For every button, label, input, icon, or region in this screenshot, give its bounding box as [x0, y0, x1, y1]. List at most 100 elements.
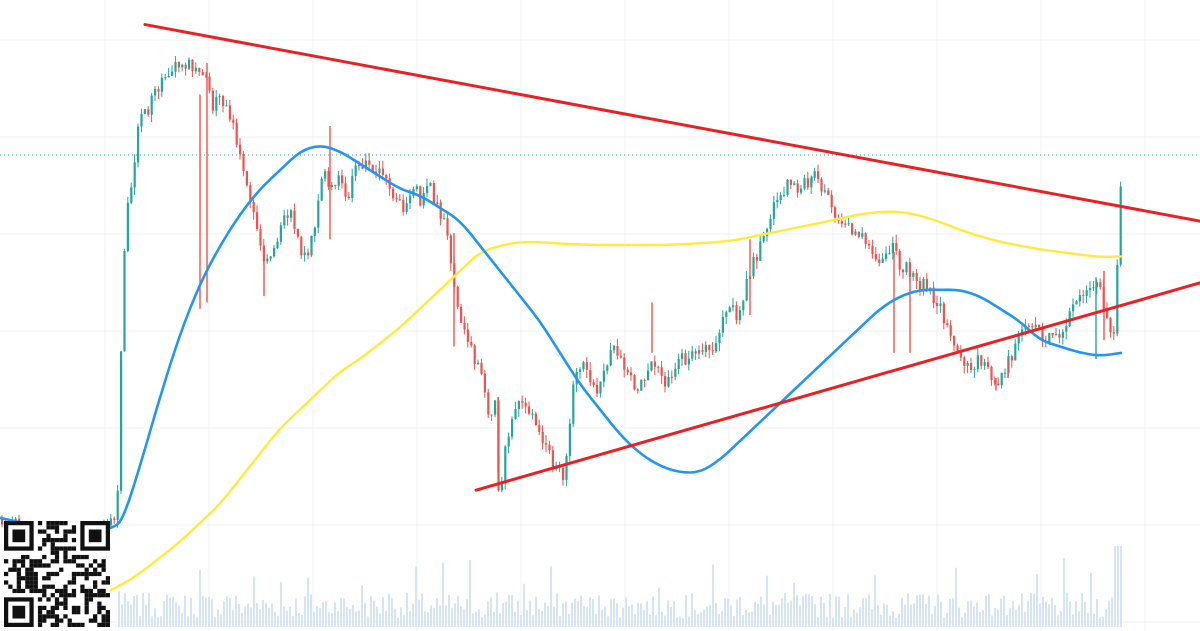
qr-module: [50, 593, 55, 598]
candle-up: [813, 171, 816, 178]
qr-module: [71, 610, 77, 615]
qr-module: [71, 529, 77, 534]
candle-up: [599, 381, 602, 394]
candle-up: [133, 162, 136, 188]
candle-up: [922, 278, 925, 290]
volume-bar: [811, 596, 813, 627]
qr-module: [37, 559, 43, 564]
qr-module: [42, 537, 47, 543]
volume-bar: [613, 598, 615, 627]
volume-bar: [469, 559, 471, 627]
volume-bar: [481, 616, 483, 627]
volume-bar: [568, 613, 570, 627]
candle-up: [126, 202, 129, 251]
volume-bar: [652, 596, 654, 627]
volume-bar: [217, 609, 219, 627]
qr-module: [76, 610, 81, 615]
candle-up: [1116, 264, 1119, 334]
candle-down: [1058, 334, 1061, 338]
qr-module: [59, 601, 64, 606]
qr-module: [71, 546, 77, 551]
volume-bar: [124, 593, 126, 627]
candle-down: [177, 61, 180, 68]
volume-bar: [421, 593, 423, 627]
candle-up: [310, 235, 313, 256]
qr-module: [46, 525, 51, 530]
qr-module: [59, 567, 64, 572]
ma-fast-line: [0, 145, 1123, 532]
volume-bar: [655, 615, 657, 627]
volume-bar: [538, 609, 540, 627]
volume-bar: [223, 601, 225, 627]
qr-module: [29, 580, 34, 585]
qr-module: [12, 563, 17, 568]
volume-bar: [1027, 600, 1029, 627]
candle-down: [1010, 356, 1013, 361]
candle-up: [582, 362, 585, 370]
candle-up: [266, 258, 269, 262]
candle-down: [211, 90, 214, 111]
volume-bar: [358, 610, 360, 627]
volume-bar: [643, 610, 645, 627]
volume-bar: [430, 605, 432, 627]
qr-module: [54, 546, 60, 551]
candle-up: [647, 370, 650, 381]
candle-up: [531, 413, 534, 415]
volume-bar: [502, 602, 504, 627]
qr-module: [25, 567, 30, 572]
candle-down: [834, 207, 837, 218]
volume-bar: [190, 597, 192, 627]
candle-up: [1078, 295, 1081, 302]
qr-module: [101, 614, 106, 619]
volume-bar: [172, 596, 174, 627]
candle-up: [650, 361, 653, 371]
volume-bar: [874, 575, 876, 627]
volume-bar: [550, 566, 552, 627]
qr-module: [67, 559, 72, 564]
volume-bar: [388, 593, 390, 627]
volume-bar: [940, 601, 942, 627]
volume-bar: [985, 595, 987, 627]
volume-bar: [460, 606, 462, 627]
qr-module: [33, 588, 38, 594]
volume-bar: [1069, 601, 1071, 627]
candle-down: [942, 303, 945, 324]
candle-up: [426, 185, 429, 194]
volume-bar: [727, 599, 729, 627]
volume-bar: [901, 597, 903, 627]
volume-bar: [682, 617, 684, 627]
candle-up: [609, 350, 612, 366]
candle-down: [157, 89, 160, 92]
candle-down: [827, 190, 830, 195]
volume-bar: [175, 602, 177, 627]
candle-up: [976, 355, 979, 370]
candle-up: [137, 126, 140, 163]
qr-module: [16, 559, 21, 564]
qr-module: [54, 571, 60, 577]
qr-module: [67, 618, 72, 623]
volume-bar: [1078, 611, 1080, 627]
qr-module: [54, 559, 60, 564]
volume-bar: [1114, 546, 1116, 627]
volume-bar: [1057, 615, 1059, 627]
qr-module: [71, 559, 77, 564]
volume-bar: [796, 594, 798, 627]
candle-down: [249, 185, 252, 203]
candle-up: [378, 168, 381, 173]
candle-down: [1031, 326, 1034, 328]
volume-bar: [439, 605, 441, 627]
volume-bar: [361, 585, 363, 627]
volume-bar: [721, 610, 723, 627]
qr-module: [25, 576, 30, 581]
volume-bar: [862, 598, 864, 627]
volume-bar: [520, 614, 522, 627]
qr-module: [88, 588, 94, 594]
candle-up: [317, 200, 320, 228]
volume-bar: [973, 606, 975, 627]
qr-module: [76, 605, 81, 611]
qr-module: [84, 601, 89, 606]
qr-module: [93, 580, 98, 585]
volume-bar: [1015, 610, 1017, 627]
volume-bar: [628, 606, 630, 627]
